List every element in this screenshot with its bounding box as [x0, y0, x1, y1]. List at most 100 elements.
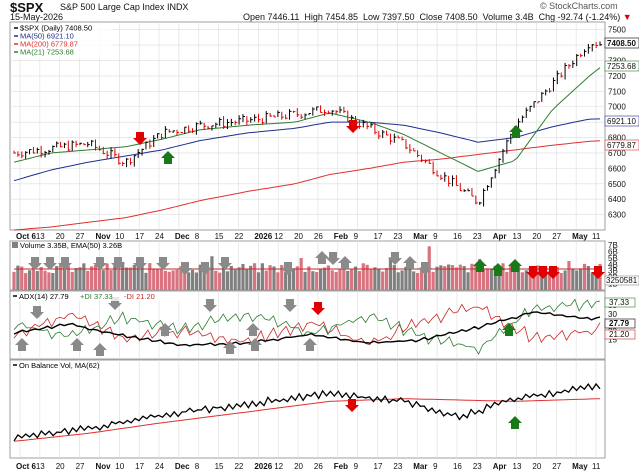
volume-bar — [408, 266, 412, 290]
volume-bar — [253, 263, 257, 290]
price-bar — [401, 136, 405, 141]
volume-bar — [51, 272, 55, 290]
price-bar — [118, 153, 121, 165]
volume-bar — [419, 267, 424, 290]
sell-arrow-icon — [345, 399, 359, 412]
symbol-description: S&P 500 Large Cap Index INDX — [60, 2, 189, 12]
volume-bar — [567, 261, 571, 290]
volume-bar — [206, 266, 210, 290]
x-tick-label: 23 — [473, 462, 482, 471]
price-bar — [21, 151, 24, 159]
price-bar — [149, 139, 152, 149]
gray-down-arrow-icon — [133, 257, 147, 270]
volume-bar — [322, 267, 327, 290]
sell-arrow-icon — [346, 120, 360, 133]
x-tick-label: Apr — [493, 232, 507, 241]
volume-bar — [404, 266, 408, 290]
price-bar — [432, 161, 436, 175]
volume-bar — [334, 272, 338, 290]
price-y-tick: 7100 — [608, 87, 626, 96]
price-bar — [386, 130, 389, 136]
price-bar — [358, 119, 362, 129]
price-bar — [238, 115, 242, 125]
gray-down-arrow-icon — [203, 299, 217, 312]
volume-bar — [35, 270, 39, 290]
volume-bar — [43, 270, 47, 290]
price-bar — [207, 125, 211, 129]
obv-path — [13, 382, 601, 442]
price-bar — [552, 77, 556, 92]
price-bar — [29, 149, 32, 155]
volume-bar — [113, 264, 117, 290]
volume-bar — [520, 272, 524, 290]
volume-bar — [93, 265, 98, 290]
volume-bar — [481, 268, 486, 290]
x-tick-label: 24 — [155, 462, 164, 471]
price-bar — [141, 148, 145, 156]
volume-bar — [547, 270, 552, 290]
volume-bar — [183, 272, 187, 290]
volume-bar — [509, 265, 513, 290]
volume-bar — [307, 266, 311, 290]
legend-pdi: +DI 37.33 — [80, 292, 113, 301]
price-bar — [246, 116, 249, 125]
price-y-tick: 6800 — [608, 134, 626, 143]
volume-bar — [109, 270, 113, 290]
price-bar — [137, 149, 141, 158]
volume-bar — [501, 263, 505, 290]
price-ohlc-bars — [13, 41, 602, 207]
gray-up-arrow-icon — [246, 323, 260, 336]
volume-bar — [117, 265, 121, 290]
price-y-tick: 7000 — [608, 103, 626, 112]
legend-obv: On Balance Vol, MA(62) — [19, 361, 100, 370]
gray-down-arrow-icon — [43, 257, 57, 270]
volume-bar — [241, 263, 245, 290]
tag-pdi: 37.33 — [609, 298, 630, 307]
volume-bar — [431, 271, 435, 290]
adx-signal-arrows — [15, 297, 516, 356]
volume-bar — [559, 273, 563, 290]
volume-bar — [214, 270, 218, 290]
obv-signal-arrows — [345, 399, 522, 429]
price-bar — [424, 159, 428, 164]
buy-arrow-icon — [508, 416, 522, 429]
price-bar — [44, 150, 48, 158]
price-bar — [518, 118, 521, 129]
price-bar — [129, 157, 133, 166]
price-bar — [296, 108, 300, 118]
volume-bar — [423, 264, 427, 290]
price-bar — [490, 177, 494, 188]
price-bar — [444, 172, 447, 182]
volume-bar — [582, 263, 587, 290]
volume-bar — [326, 265, 330, 290]
x-tick-label: 8 — [195, 232, 200, 241]
tag-ma21: 7253.68 — [607, 62, 636, 71]
x-tick-label: 15 — [215, 232, 224, 241]
x-tick-label: Mar — [413, 462, 427, 471]
legend-ma21: MA(21) 7253.68 — [20, 48, 74, 57]
volume-bar — [505, 272, 509, 290]
volume-bar — [493, 265, 497, 290]
gray-up-arrow-icon — [15, 338, 29, 351]
volume-bar — [225, 271, 230, 290]
sell-arrow-icon — [591, 266, 605, 279]
volume-bar — [218, 272, 222, 290]
price-y-tick: 6400 — [608, 195, 626, 204]
adx-path — [13, 311, 601, 347]
price-bar — [599, 41, 602, 46]
price-bar — [463, 189, 467, 192]
volume-bar — [245, 269, 249, 290]
price-bar — [471, 187, 474, 197]
volume-bar — [357, 271, 361, 290]
volume-bars — [12, 246, 602, 290]
legend-ma200: MA(200) 6779.87 — [20, 40, 78, 49]
volume-bar — [458, 264, 462, 290]
obv-panel-frame — [9, 359, 606, 459]
price-bar — [250, 117, 253, 123]
price-bar — [502, 148, 505, 163]
price-bar — [257, 113, 261, 123]
x-tick-label: Oct 6 — [16, 462, 37, 471]
price-bar — [389, 133, 393, 145]
volume-bar — [187, 272, 191, 290]
